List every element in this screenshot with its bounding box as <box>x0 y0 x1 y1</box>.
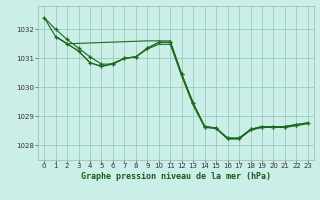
X-axis label: Graphe pression niveau de la mer (hPa): Graphe pression niveau de la mer (hPa) <box>81 172 271 181</box>
